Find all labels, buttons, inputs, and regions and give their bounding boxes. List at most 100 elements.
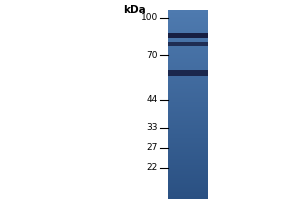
Bar — [168, 16, 208, 18]
Bar — [168, 196, 208, 198]
Bar — [168, 74, 208, 75]
Bar — [168, 146, 208, 148]
Bar — [168, 87, 208, 88]
Bar — [168, 32, 208, 38]
Bar — [168, 112, 208, 114]
Bar — [168, 181, 208, 182]
Bar — [168, 119, 208, 120]
Bar — [168, 118, 208, 119]
Bar — [168, 58, 208, 60]
Bar — [168, 12, 208, 14]
Bar — [168, 185, 208, 186]
Bar — [168, 154, 208, 156]
Bar — [168, 81, 208, 82]
Bar — [168, 177, 208, 178]
Bar — [168, 190, 208, 192]
Bar — [168, 101, 208, 102]
Bar — [168, 96, 208, 98]
Bar — [168, 56, 208, 58]
Bar — [168, 151, 208, 152]
Bar — [168, 143, 208, 144]
Bar — [168, 82, 208, 84]
Text: kDa: kDa — [123, 5, 146, 15]
Bar — [168, 159, 208, 160]
Bar — [168, 83, 208, 84]
Bar — [168, 134, 208, 136]
Bar — [168, 108, 208, 110]
Bar — [168, 182, 208, 184]
Bar — [168, 125, 208, 127]
Bar — [168, 124, 208, 126]
Bar — [168, 152, 208, 154]
Bar — [168, 164, 208, 166]
Bar — [168, 113, 208, 114]
Bar — [168, 55, 208, 56]
Bar — [168, 155, 208, 156]
Bar — [168, 25, 208, 26]
Bar — [168, 60, 208, 62]
Bar — [168, 139, 208, 140]
Bar — [168, 189, 208, 190]
Bar — [168, 106, 208, 108]
Bar — [168, 175, 208, 176]
Bar — [168, 170, 208, 171]
Bar — [168, 162, 208, 164]
Bar — [168, 107, 208, 108]
Bar — [168, 53, 208, 54]
Bar — [168, 68, 208, 70]
Bar — [168, 115, 208, 116]
Bar — [168, 188, 208, 190]
Bar — [168, 144, 208, 146]
Bar — [168, 99, 208, 100]
Bar — [168, 10, 208, 11]
Bar — [168, 93, 208, 95]
Bar — [168, 105, 208, 106]
Bar — [168, 127, 208, 129]
Bar — [168, 183, 208, 184]
Bar — [168, 91, 208, 92]
Bar — [168, 133, 208, 134]
Bar — [168, 15, 208, 17]
Bar — [168, 23, 208, 24]
Bar — [168, 17, 208, 19]
Bar — [168, 176, 208, 178]
Bar — [168, 50, 208, 51]
Bar — [168, 34, 208, 36]
Bar — [168, 163, 208, 164]
Bar — [168, 61, 208, 62]
Bar — [168, 150, 208, 152]
Bar — [168, 45, 208, 46]
Bar — [168, 171, 208, 172]
Bar — [168, 191, 208, 192]
Bar — [168, 47, 208, 48]
Bar — [168, 77, 208, 78]
Bar — [168, 27, 208, 28]
Bar — [168, 30, 208, 31]
Bar — [168, 179, 208, 180]
Text: 100: 100 — [141, 14, 158, 22]
Bar — [168, 73, 208, 74]
Bar — [168, 174, 208, 176]
Bar — [168, 98, 208, 99]
Bar — [168, 173, 208, 174]
Bar — [168, 137, 208, 138]
Bar — [168, 70, 208, 72]
Bar — [168, 37, 208, 38]
Bar — [168, 43, 208, 45]
Bar — [168, 160, 208, 162]
Bar — [168, 135, 208, 136]
Bar — [168, 72, 208, 73]
Bar — [168, 22, 208, 23]
Bar — [168, 97, 208, 98]
Bar — [168, 193, 208, 194]
Text: 70: 70 — [146, 50, 158, 60]
Bar — [168, 78, 208, 79]
Bar — [168, 169, 208, 170]
Bar — [168, 31, 208, 32]
Bar — [168, 54, 208, 55]
Bar — [168, 19, 208, 21]
Bar — [168, 28, 208, 29]
Bar — [168, 168, 208, 170]
Bar — [168, 63, 208, 64]
Bar — [168, 116, 208, 117]
